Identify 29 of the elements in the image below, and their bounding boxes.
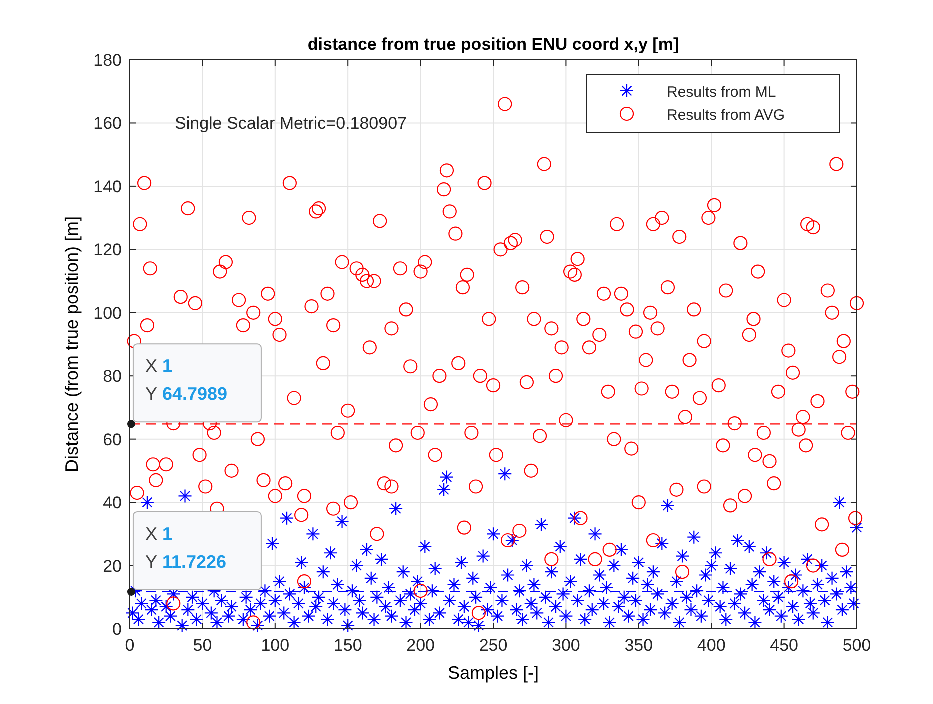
y-tick-label: 20 [103, 556, 122, 576]
x-tick-label: 150 [334, 636, 362, 655]
y-tick-label: 40 [103, 494, 122, 513]
y-tick-label: 180 [94, 51, 122, 70]
x-tick-label: 500 [842, 636, 872, 655]
x-axis-title: Samples [-] [448, 663, 540, 683]
x-tick-label: 400 [697, 636, 726, 655]
x-tick-label: 50 [193, 636, 212, 655]
legend-label: Results from ML [667, 84, 776, 101]
x-tick-label: 100 [261, 636, 290, 655]
annotation: Single Scalar Metric=0.180907 [175, 114, 407, 134]
y-tick-label: 60 [103, 430, 122, 450]
y-tick-label: 80 [103, 367, 122, 386]
y-tick-label: 120 [94, 240, 122, 260]
legend-label: Results from AVG [667, 107, 786, 124]
x-tick-label: 200 [406, 636, 435, 655]
x-tick-label: 350 [624, 636, 654, 655]
x-tick-label: 250 [479, 636, 508, 655]
y-tick-label: 0 [112, 620, 122, 639]
chart-title: distance from true position ENU coord x,y [m] [308, 35, 680, 54]
x-tick-label: 450 [770, 636, 798, 655]
y-tick-label: 140 [94, 177, 122, 196]
x-tick-label: 0 [125, 636, 135, 655]
y-tick-label: 100 [94, 304, 122, 323]
annotation: X 1 Y 64.7989 [145, 356, 228, 404]
annotation: X 1 Y 11.7226 [145, 524, 227, 572]
x-tick-label: 300 [552, 636, 580, 655]
y-tick-label: 160 [94, 114, 122, 134]
y-axis-title: Distance (from true position) [m] [62, 216, 82, 473]
